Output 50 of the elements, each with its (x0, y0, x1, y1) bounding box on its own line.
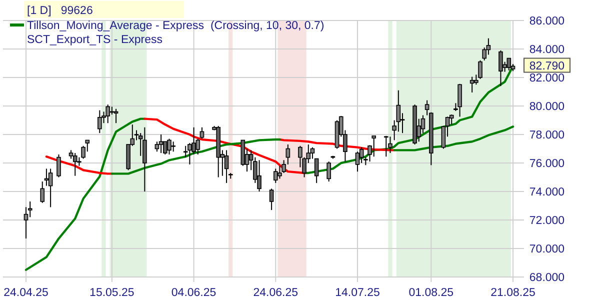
candlestick (388, 136, 392, 154)
y-tick-label: 72.000 (529, 215, 565, 227)
candlestick (98, 110, 102, 134)
y-tick-label: 78.000 (529, 130, 565, 142)
candlestick (158, 134, 164, 154)
annotation: 82.790 (529, 60, 565, 73)
y-tick-label: 68.000 (529, 272, 565, 284)
x-tick-label: 24.06.25 (253, 287, 298, 299)
y-tick-label: 84.000 (529, 44, 565, 56)
candlestick (56, 154, 61, 178)
x-tick-label: 04.06.25 (171, 287, 216, 299)
candlestick (269, 188, 274, 211)
candlestick (40, 181, 45, 204)
candlestick (326, 161, 331, 182)
x-tick-label: 24.04.25 (4, 287, 48, 299)
candlestick (48, 168, 53, 208)
line-series (144, 118, 306, 174)
y-tick-label: 80.000 (529, 101, 565, 113)
candlestick (498, 50, 503, 87)
y-tick-label: 76.000 (529, 158, 565, 170)
x-tick-label: 14.07.25 (335, 287, 380, 299)
candlestick (314, 158, 319, 184)
candlestick (171, 141, 176, 152)
candlestick (106, 104, 110, 124)
text: SCT_Export_TS - Express (27, 34, 163, 46)
candlestick (310, 146, 315, 160)
candlestick (470, 76, 474, 93)
y-tick-label: 82.000 (529, 72, 565, 84)
candlestick (506, 58, 512, 71)
y-tick-label: 86.000 (529, 16, 565, 28)
y-tick-label: 70.000 (529, 244, 565, 256)
candlestick (200, 126, 204, 140)
candlestick (81, 145, 86, 160)
chart-title: [1 D] 99626 (27, 5, 93, 17)
y-tick-label: 74.000 (529, 186, 565, 198)
x-tick-label: 15.05.25 (90, 287, 134, 299)
candlestick (142, 126, 147, 192)
candlestick (458, 83, 462, 118)
x-tick-label: 21.08.25 (490, 287, 536, 299)
candlestick (384, 135, 388, 158)
candlestick (224, 150, 229, 184)
x-tick-label: 01.08.25 (408, 287, 454, 299)
candlestick (257, 160, 262, 192)
candlestick (273, 168, 278, 184)
candlestick (372, 135, 376, 158)
candlestick (188, 142, 192, 165)
candlestick (72, 152, 78, 176)
candlestick (355, 151, 360, 172)
candlestick (167, 138, 172, 155)
legend-label: Tillson_Moving_Average - Express (Crossing, 10, 30, 0.7) (27, 20, 324, 32)
